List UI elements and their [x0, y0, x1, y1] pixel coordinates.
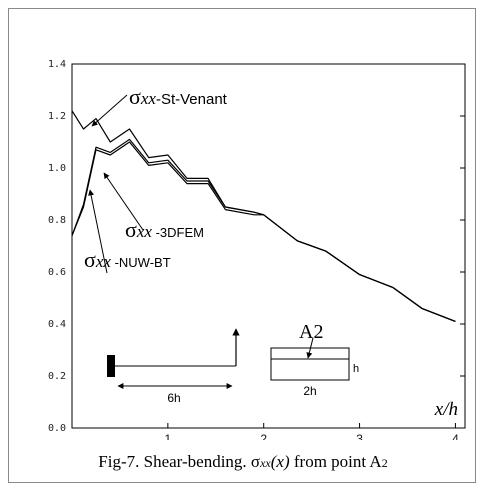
caption-prefix: Fig-7. Shear-bending. [98, 452, 251, 471]
figure-frame [8, 8, 476, 483]
y-tick-label: 1.0 [48, 163, 66, 174]
fem-label: σxx -3DFEM [125, 217, 204, 242]
fem-pointer [103, 172, 144, 231]
beam-inset: 6h [107, 328, 240, 405]
section-inset: A2 h 2h [270, 321, 359, 398]
figure-caption: Fig-7. Shear-bending. σxx(x) from point … [0, 452, 486, 472]
section-height-label: h [353, 363, 359, 375]
x-tick-label: 1 [165, 432, 172, 440]
y-tick-label: 0.6 [48, 267, 66, 278]
beam-support [107, 355, 115, 377]
section-point-label: A2 [299, 321, 323, 343]
section-pointer [306, 337, 314, 359]
st-venant-label: σxx-St-Venant [129, 84, 228, 109]
span-label: 6h [167, 391, 180, 405]
y-tick-label: 0.0 [48, 423, 66, 434]
plot-area [71, 63, 466, 429]
y-tick-label: 1.4 [48, 59, 66, 70]
x-tick-label: 4 [452, 432, 459, 440]
y-tick-label: 0.8 [48, 215, 66, 226]
st-venant-pointer [91, 94, 128, 127]
nuw-label: σxx -NUW-BT [84, 247, 171, 272]
series-lines [71, 110, 456, 322]
caption-sigma-sub: xx [260, 456, 271, 470]
caption-middle: from point A [289, 452, 382, 471]
nuw-line [71, 141, 456, 322]
x-tick-label: 2 [260, 432, 267, 440]
chart: 0.0 0.2 0.4 0.6 0.8 1.0 1.2 1.4 1 2 3 4 σxx-St-Ven… [48, 59, 466, 440]
x-tick-label: 3 [356, 432, 363, 440]
nuw-pointer [88, 189, 108, 274]
x-axis-label: x/h [434, 399, 458, 420]
x-axis-ticks: 1 2 3 4 [165, 423, 459, 440]
section-width-label: 2h [303, 384, 316, 398]
caption-sigma: σ [250, 452, 261, 471]
y-tick-label: 0.4 [48, 319, 66, 330]
section-rect [270, 347, 350, 381]
y-axis-ticks: 0.0 0.2 0.4 0.6 0.8 1.0 1.2 1.4 [48, 59, 465, 434]
caption-point-sub: 2 [381, 456, 388, 470]
y-tick-label: 0.2 [48, 371, 66, 382]
y-tick-label: 1.2 [48, 111, 66, 122]
caption-func: (x) [270, 452, 290, 471]
